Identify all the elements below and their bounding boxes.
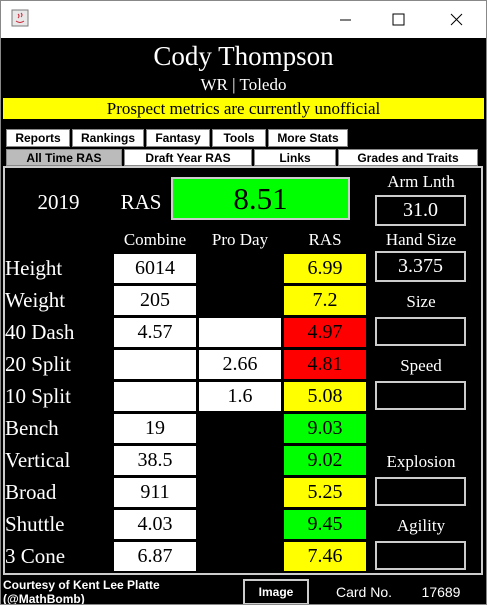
metric-label: 20 Split	[5, 352, 71, 376]
metric-label: 40 Dash	[5, 320, 75, 344]
hand-size-value: 3.375	[375, 251, 466, 282]
close-button[interactable]	[450, 13, 463, 26]
column-header: Combine	[123, 230, 187, 249]
metric-cell: 1.6	[198, 381, 282, 412]
tab[interactable]: All Time RAS	[6, 149, 122, 166]
metric-cell: 38.5	[113, 445, 197, 476]
ras-score: 8.51	[171, 177, 350, 220]
hand-size-label: Hand Size	[385, 230, 457, 249]
metric-cell: 19	[113, 413, 197, 444]
metric-cell: 6.87	[113, 541, 197, 572]
ras-label: RAS	[120, 189, 162, 214]
tab[interactable]: Grades and Traits	[338, 149, 478, 166]
title-bar	[1, 1, 486, 38]
app-icon	[11, 9, 29, 27]
metric-cell	[198, 317, 282, 348]
metric-cell: 9.02	[283, 445, 367, 476]
metric-label: Shuttle	[5, 512, 65, 536]
metric-cell	[198, 253, 282, 284]
card-number: 17689	[421, 584, 461, 600]
year: 2019	[37, 189, 80, 214]
metric-cell	[198, 413, 282, 444]
metric-cell: 7.2	[283, 285, 367, 316]
metric-cell	[113, 381, 197, 412]
metric-cell	[113, 349, 197, 380]
credit: Courtesy of Kent Lee Platte (@MathBomb)	[3, 578, 160, 605]
tab[interactable]: Fantasy	[146, 129, 210, 147]
metric-cell	[198, 285, 282, 316]
metric-cell: 5.08	[283, 381, 367, 412]
grade-box	[375, 381, 466, 410]
metric-cell	[198, 541, 282, 572]
metric-cell: 205	[113, 285, 197, 316]
metric-label: Weight	[5, 288, 66, 312]
arm-length-label: Arm Lnth	[387, 172, 455, 191]
metric-cell	[198, 445, 282, 476]
metric-label: Broad	[5, 480, 57, 504]
tab[interactable]: Links	[254, 149, 336, 166]
tab[interactable]: Rankings	[72, 129, 144, 147]
metric-cell: 911	[113, 477, 197, 508]
maximize-button[interactable]	[392, 13, 405, 26]
metric-label: Bench	[5, 416, 59, 440]
metric-cell: 4.03	[113, 509, 197, 540]
card-label: Card No.	[335, 584, 393, 600]
metric-cell: 7.46	[283, 541, 367, 572]
metric-cell: 4.81	[283, 349, 367, 380]
app-icon-glyph	[15, 12, 25, 23]
player-subtitle: WR | Toledo	[200, 75, 287, 94]
metric-cell: 6.99	[283, 253, 367, 284]
column-header: Pro Day	[211, 230, 269, 249]
column-header: RAS	[308, 230, 342, 249]
image-button[interactable]: Image	[243, 579, 309, 604]
metric-cell: 9.03	[283, 413, 367, 444]
metric-cell: 4.97	[283, 317, 367, 348]
metric-cell: 5.25	[283, 477, 367, 508]
title-bar-icons	[11, 9, 463, 27]
metric-cell: 2.66	[198, 349, 282, 380]
metric-cell: 4.57	[113, 317, 197, 348]
metric-label: Height	[5, 256, 63, 280]
metric-cell: 6014	[113, 253, 197, 284]
grade-box	[375, 317, 466, 346]
banner: Prospect metrics are currently unofficia…	[3, 98, 484, 119]
tab[interactable]: Tools	[212, 129, 266, 147]
metric-label: 3 Cone	[5, 544, 66, 568]
player-name: Cody Thompson	[153, 40, 334, 71]
metric-cell	[198, 477, 282, 508]
ras-panel	[3, 166, 483, 575]
metric-label: 10 Split	[5, 384, 71, 408]
metric-cell: 9.45	[283, 509, 367, 540]
tab[interactable]: Reports	[6, 129, 70, 147]
metric-cell	[198, 509, 282, 540]
grade-label: Speed	[400, 356, 442, 375]
grade-box	[375, 477, 466, 506]
grade-box	[375, 541, 466, 570]
tab[interactable]: Draft Year RAS	[124, 149, 252, 166]
arm-length-value: 31.0	[375, 195, 466, 226]
grade-label: Agility	[396, 516, 446, 535]
metric-label: Vertical	[5, 448, 71, 472]
grade-label: Explosion	[386, 452, 456, 471]
tab[interactable]: More Stats	[268, 129, 348, 147]
grade-label: Size	[406, 292, 436, 311]
